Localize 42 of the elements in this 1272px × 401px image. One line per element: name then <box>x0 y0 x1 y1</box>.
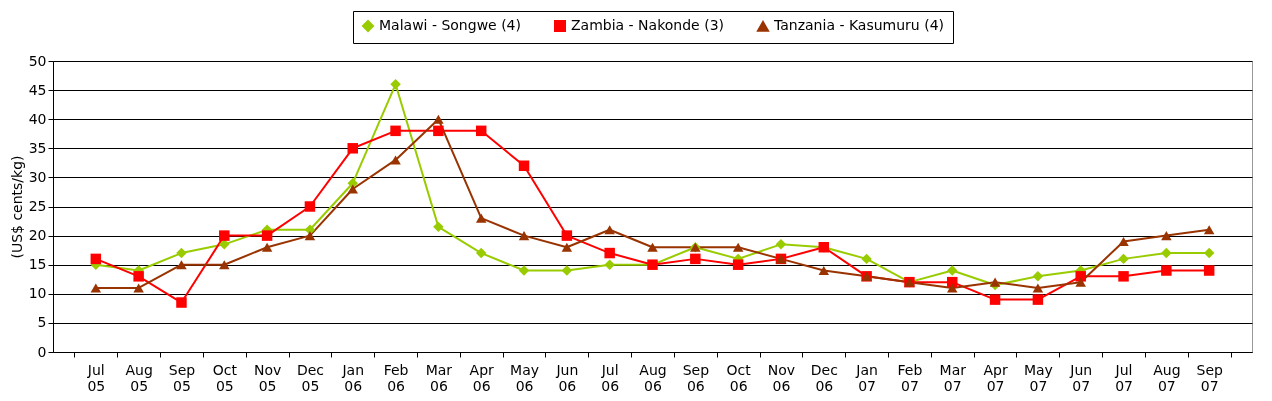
y-tick-label: 5 <box>37 314 47 331</box>
x-tick-label: Oct 05 <box>212 361 238 394</box>
y-tick-label: 45 <box>28 81 47 98</box>
y-tick-label: 25 <box>28 198 47 214</box>
x-tick-label: Mar 07 <box>939 361 967 394</box>
x-tick-label: Jul 05 <box>86 361 106 394</box>
x-tick-label: Aug 06 <box>639 361 667 394</box>
x-tick-label: Aug 05 <box>125 361 153 394</box>
legend-label: Zambia - Nakonde (3) <box>571 17 724 33</box>
x-tick-label: Jun 06 <box>555 361 579 394</box>
y-tick-label: 40 <box>28 110 47 127</box>
x-tick-label: Oct 06 <box>726 361 752 394</box>
x-tick-label: Mar 06 <box>425 361 453 394</box>
y-tick-label: 15 <box>28 256 47 273</box>
x-tick-label: Jul 07 <box>1114 361 1133 394</box>
x-tick-label: Apr 06 <box>469 361 495 394</box>
y-axis-title: (US$ cents/kg) <box>8 155 25 259</box>
x-tick-label: May 06 <box>510 361 540 394</box>
x-tick-label: Dec 05 <box>296 361 324 394</box>
x-tick-label: Jan 07 <box>855 361 878 394</box>
legend-label: Malawi - Songwe (4) <box>379 17 521 33</box>
y-tick-label: 50 <box>28 52 47 69</box>
x-tick-label: Feb 07 <box>897 361 923 394</box>
x-tick-label: Jan 06 <box>341 361 365 394</box>
y-tick-label: 0 <box>37 343 47 360</box>
x-tick-label: Jun 07 <box>1069 361 1093 394</box>
y-tick-label: 10 <box>28 285 47 302</box>
x-tick-label: Nov 06 <box>767 361 796 394</box>
x-tick-label: Aug 07 <box>1153 361 1181 394</box>
x-tick-label: Sep 07 <box>1196 361 1223 394</box>
x-tick-label: Nov 05 <box>253 361 282 394</box>
x-tick-label: Sep 06 <box>682 361 710 394</box>
legend-label: Tanzania - Kasumuru (4) <box>773 17 945 34</box>
x-tick-label: Apr 07 <box>983 361 1008 394</box>
x-tick-label: Dec 06 <box>810 361 838 394</box>
x-tick-label: Jul 06 <box>600 361 620 394</box>
x-tick-label: Feb 06 <box>383 361 409 394</box>
x-tick-label: Sep 05 <box>168 361 196 394</box>
x-tick-label: May 07 <box>1023 361 1053 394</box>
y-tick-label: 35 <box>28 139 47 156</box>
y-tick-label: 30 <box>28 168 47 185</box>
y-tick-label: 20 <box>28 227 47 244</box>
